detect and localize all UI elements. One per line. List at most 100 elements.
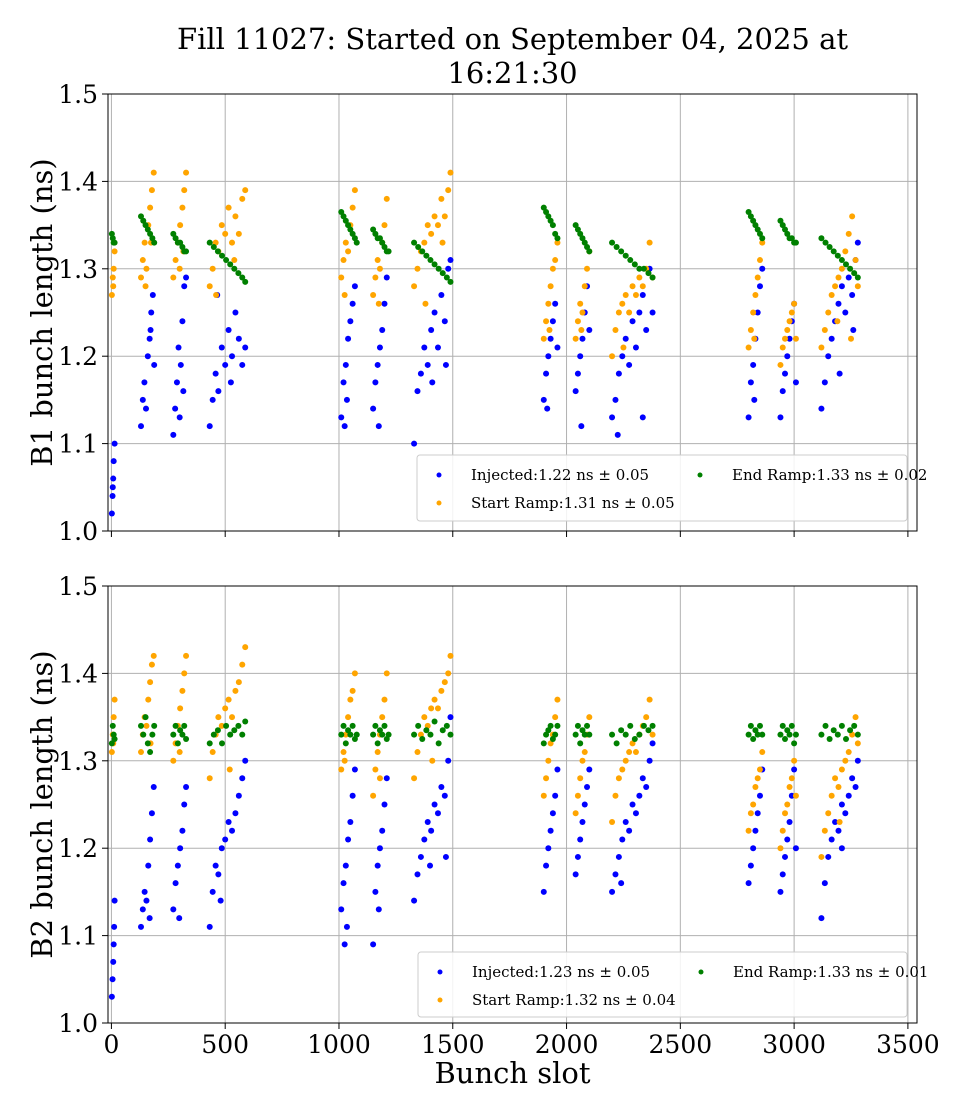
data-point xyxy=(209,888,216,895)
data-point xyxy=(170,731,177,738)
data-point xyxy=(639,283,646,290)
data-point xyxy=(828,335,835,342)
data-point xyxy=(842,810,849,817)
data-point xyxy=(435,740,442,747)
data-point xyxy=(545,757,552,764)
data-point xyxy=(110,941,117,948)
data-point xyxy=(779,871,786,878)
data-point xyxy=(242,344,249,351)
data-point xyxy=(584,722,591,729)
data-point xyxy=(428,705,435,712)
data-point xyxy=(232,810,239,817)
data-point xyxy=(370,941,377,948)
legend-marker xyxy=(698,969,704,975)
data-point xyxy=(636,731,643,738)
data-point xyxy=(627,722,634,729)
data-point xyxy=(849,213,856,220)
data-point xyxy=(353,731,360,738)
x-tick-label: 500 xyxy=(201,1030,249,1059)
legend-marker xyxy=(436,472,442,478)
data-point xyxy=(229,714,236,721)
data-point xyxy=(854,740,861,747)
data-point xyxy=(786,318,793,325)
data-point xyxy=(636,265,643,272)
data-point xyxy=(111,923,118,930)
data-point xyxy=(108,292,115,299)
series-end-ramp xyxy=(108,204,861,285)
data-point xyxy=(347,818,354,825)
data-point xyxy=(370,792,377,799)
data-point xyxy=(215,714,222,721)
data-point xyxy=(345,714,352,721)
data-point xyxy=(429,379,436,386)
data-point xyxy=(629,318,636,325)
data-point xyxy=(338,274,345,281)
data-point xyxy=(222,361,229,368)
data-point xyxy=(175,344,182,351)
data-point xyxy=(215,388,222,395)
data-point xyxy=(779,388,786,395)
data-point xyxy=(210,731,217,738)
data-point xyxy=(832,775,839,782)
data-point xyxy=(147,749,154,756)
legend-marker xyxy=(437,997,443,1003)
data-point xyxy=(632,810,639,817)
data-point xyxy=(640,722,647,729)
data-point xyxy=(231,265,238,272)
data-point xyxy=(421,344,428,351)
data-point xyxy=(434,344,441,351)
data-point xyxy=(431,213,438,220)
data-point xyxy=(181,283,188,290)
data-point xyxy=(438,195,445,202)
series-injected xyxy=(108,239,861,517)
data-point xyxy=(786,818,793,825)
data-point xyxy=(375,300,382,307)
data-point xyxy=(626,361,633,368)
data-point xyxy=(219,252,226,259)
data-point xyxy=(146,915,153,922)
data-point xyxy=(842,248,849,255)
data-point xyxy=(376,775,383,782)
legend-label: Injected:1.23 ns ± 0.05 xyxy=(472,963,650,981)
data-point xyxy=(828,292,835,299)
data-point xyxy=(342,740,349,747)
data-point xyxy=(447,652,454,659)
data-point xyxy=(137,923,144,930)
plot-frame xyxy=(107,93,918,532)
data-point xyxy=(340,722,347,729)
y-tick-label: 1.0 xyxy=(58,1009,98,1038)
data-point xyxy=(845,274,852,281)
data-point xyxy=(349,204,356,211)
data-point xyxy=(622,252,629,259)
data-point xyxy=(626,749,633,756)
data-point xyxy=(231,727,238,734)
data-point xyxy=(428,827,435,834)
y-tick-label: 1.0 xyxy=(58,517,98,546)
data-point xyxy=(826,735,833,742)
data-point xyxy=(137,423,144,430)
data-point xyxy=(229,827,236,834)
data-point xyxy=(372,888,379,895)
data-point xyxy=(372,722,379,729)
data-point xyxy=(176,414,183,421)
data-point xyxy=(626,309,633,316)
x-tick-label: 1500 xyxy=(421,1030,485,1059)
data-point xyxy=(109,274,116,281)
data-point xyxy=(572,810,579,817)
data-point xyxy=(181,670,188,677)
data-point xyxy=(572,335,579,342)
data-point xyxy=(751,396,758,403)
data-point xyxy=(851,270,858,277)
series-start-ramp xyxy=(108,169,861,368)
data-point xyxy=(759,749,766,756)
data-point xyxy=(374,361,381,368)
data-point xyxy=(345,335,352,342)
data-point xyxy=(338,731,345,738)
data-point xyxy=(411,283,418,290)
data-point xyxy=(338,906,345,913)
data-point xyxy=(818,235,825,242)
data-point xyxy=(547,283,554,290)
data-point xyxy=(852,257,859,264)
data-point xyxy=(381,222,388,229)
data-point xyxy=(838,845,845,852)
